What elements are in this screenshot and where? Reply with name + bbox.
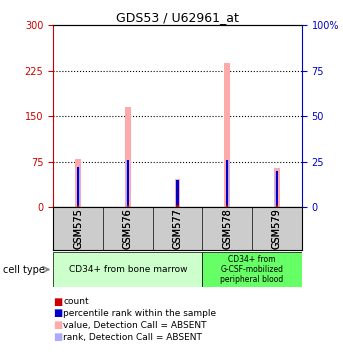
Text: ■: ■ xyxy=(53,308,62,318)
Text: ■: ■ xyxy=(53,297,62,307)
Title: GDS53 / U62961_at: GDS53 / U62961_at xyxy=(116,11,239,24)
Bar xyxy=(176,205,179,207)
Bar xyxy=(75,159,81,207)
Text: GSM578: GSM578 xyxy=(222,208,232,249)
Text: GSM577: GSM577 xyxy=(173,208,182,249)
Text: GSM579: GSM579 xyxy=(272,208,282,249)
Text: value, Detection Call = ABSENT: value, Detection Call = ABSENT xyxy=(63,321,207,330)
Bar xyxy=(176,180,179,207)
Bar xyxy=(202,252,302,287)
Bar xyxy=(176,180,179,207)
Bar xyxy=(274,168,280,207)
Text: percentile rank within the sample: percentile rank within the sample xyxy=(63,309,216,318)
Bar xyxy=(276,171,278,207)
Text: ■: ■ xyxy=(53,332,62,342)
Bar xyxy=(77,167,79,207)
Bar xyxy=(77,205,79,207)
Bar xyxy=(127,160,129,207)
Text: CD34+ from
G-CSF-mobilized
peripheral blood: CD34+ from G-CSF-mobilized peripheral bl… xyxy=(221,255,284,285)
Bar xyxy=(226,160,228,207)
Bar xyxy=(224,62,230,207)
Bar xyxy=(127,205,129,207)
Text: rank, Detection Call = ABSENT: rank, Detection Call = ABSENT xyxy=(63,332,202,342)
Bar xyxy=(226,205,228,207)
Text: count: count xyxy=(63,297,89,306)
Text: CD34+ from bone marrow: CD34+ from bone marrow xyxy=(69,265,187,274)
Bar xyxy=(276,205,278,207)
Bar xyxy=(126,160,129,207)
Bar xyxy=(76,167,80,207)
Text: cell type: cell type xyxy=(3,265,45,275)
Text: GSM579: GSM579 xyxy=(272,208,282,249)
Bar xyxy=(226,160,229,207)
Text: GSM577: GSM577 xyxy=(173,208,182,249)
Text: GSM578: GSM578 xyxy=(222,208,232,249)
Text: GSM576: GSM576 xyxy=(123,208,133,249)
Bar xyxy=(53,252,202,287)
Text: GSM576: GSM576 xyxy=(123,208,133,249)
Bar xyxy=(175,179,180,207)
Bar xyxy=(275,171,279,207)
Bar xyxy=(125,107,131,207)
Text: ■: ■ xyxy=(53,320,62,330)
Text: GSM575: GSM575 xyxy=(73,208,83,249)
Text: GSM575: GSM575 xyxy=(73,208,83,249)
